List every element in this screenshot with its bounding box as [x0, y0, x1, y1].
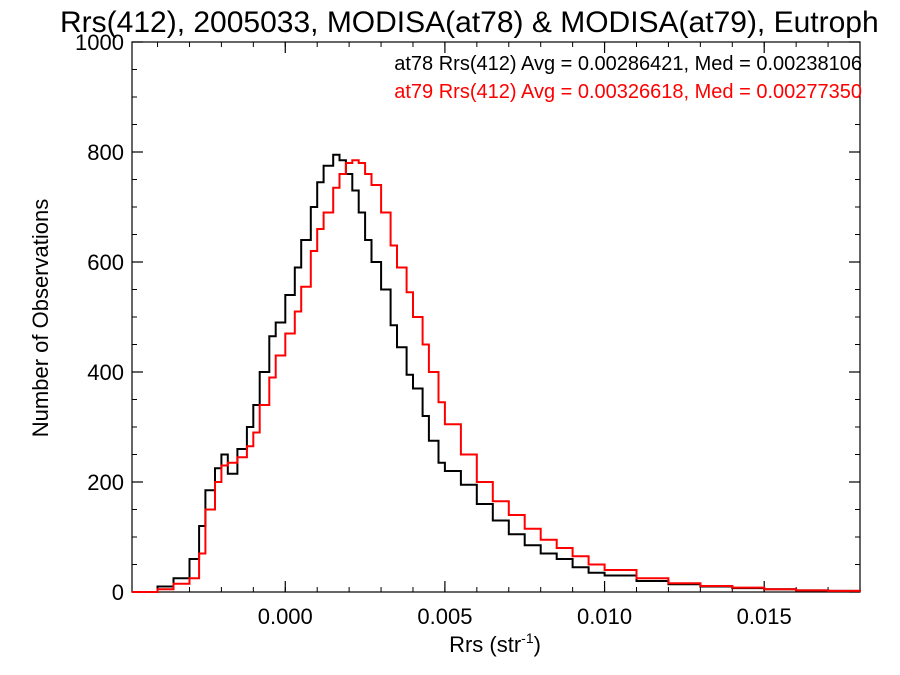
stat-annotation-at78: at78 Rrs(412) Avg = 0.00286421, Med = 0.…: [394, 53, 862, 75]
x-tick-label: 0.015: [737, 604, 792, 629]
y-tick-label: 0: [112, 580, 124, 605]
y-tick-label: 600: [87, 250, 124, 275]
plot-frame: [131, 41, 861, 593]
x-axis-label-superscript: -1: [521, 630, 534, 646]
x-axis-ticks: 0.000 0.005 0.010 0.015: [157, 42, 861, 629]
y-tick-label: 200: [87, 470, 124, 495]
x-tick-label: 0.005: [417, 604, 472, 629]
x-tick-label: 0.010: [577, 604, 632, 629]
series-at78-line: [132, 153, 861, 593]
series-layer: [132, 153, 861, 593]
chart-title: Rrs(412), 2005033, MODISA(at78) & MODISA…: [60, 6, 879, 39]
y-tick-label: 400: [87, 360, 124, 385]
x-axis-label-base: Rrs (str: [449, 632, 521, 657]
y-axis-ticks: 0 200 400 600 800 1000: [75, 30, 860, 605]
stat-annotation-at79: at79 Rrs(412) Avg = 0.00326618, Med = 0.…: [394, 81, 862, 103]
series-at79-line: [132, 159, 861, 593]
x-axis-label-close: ): [534, 632, 541, 657]
y-axis-label: Number of Observations: [28, 199, 53, 437]
y-tick-label: 1000: [75, 30, 124, 55]
y-tick-label: 800: [87, 140, 124, 165]
x-tick-label: 0.000: [258, 604, 313, 629]
x-axis-label: Rrs (str-1): [449, 630, 541, 657]
plot-border: [131, 41, 861, 593]
